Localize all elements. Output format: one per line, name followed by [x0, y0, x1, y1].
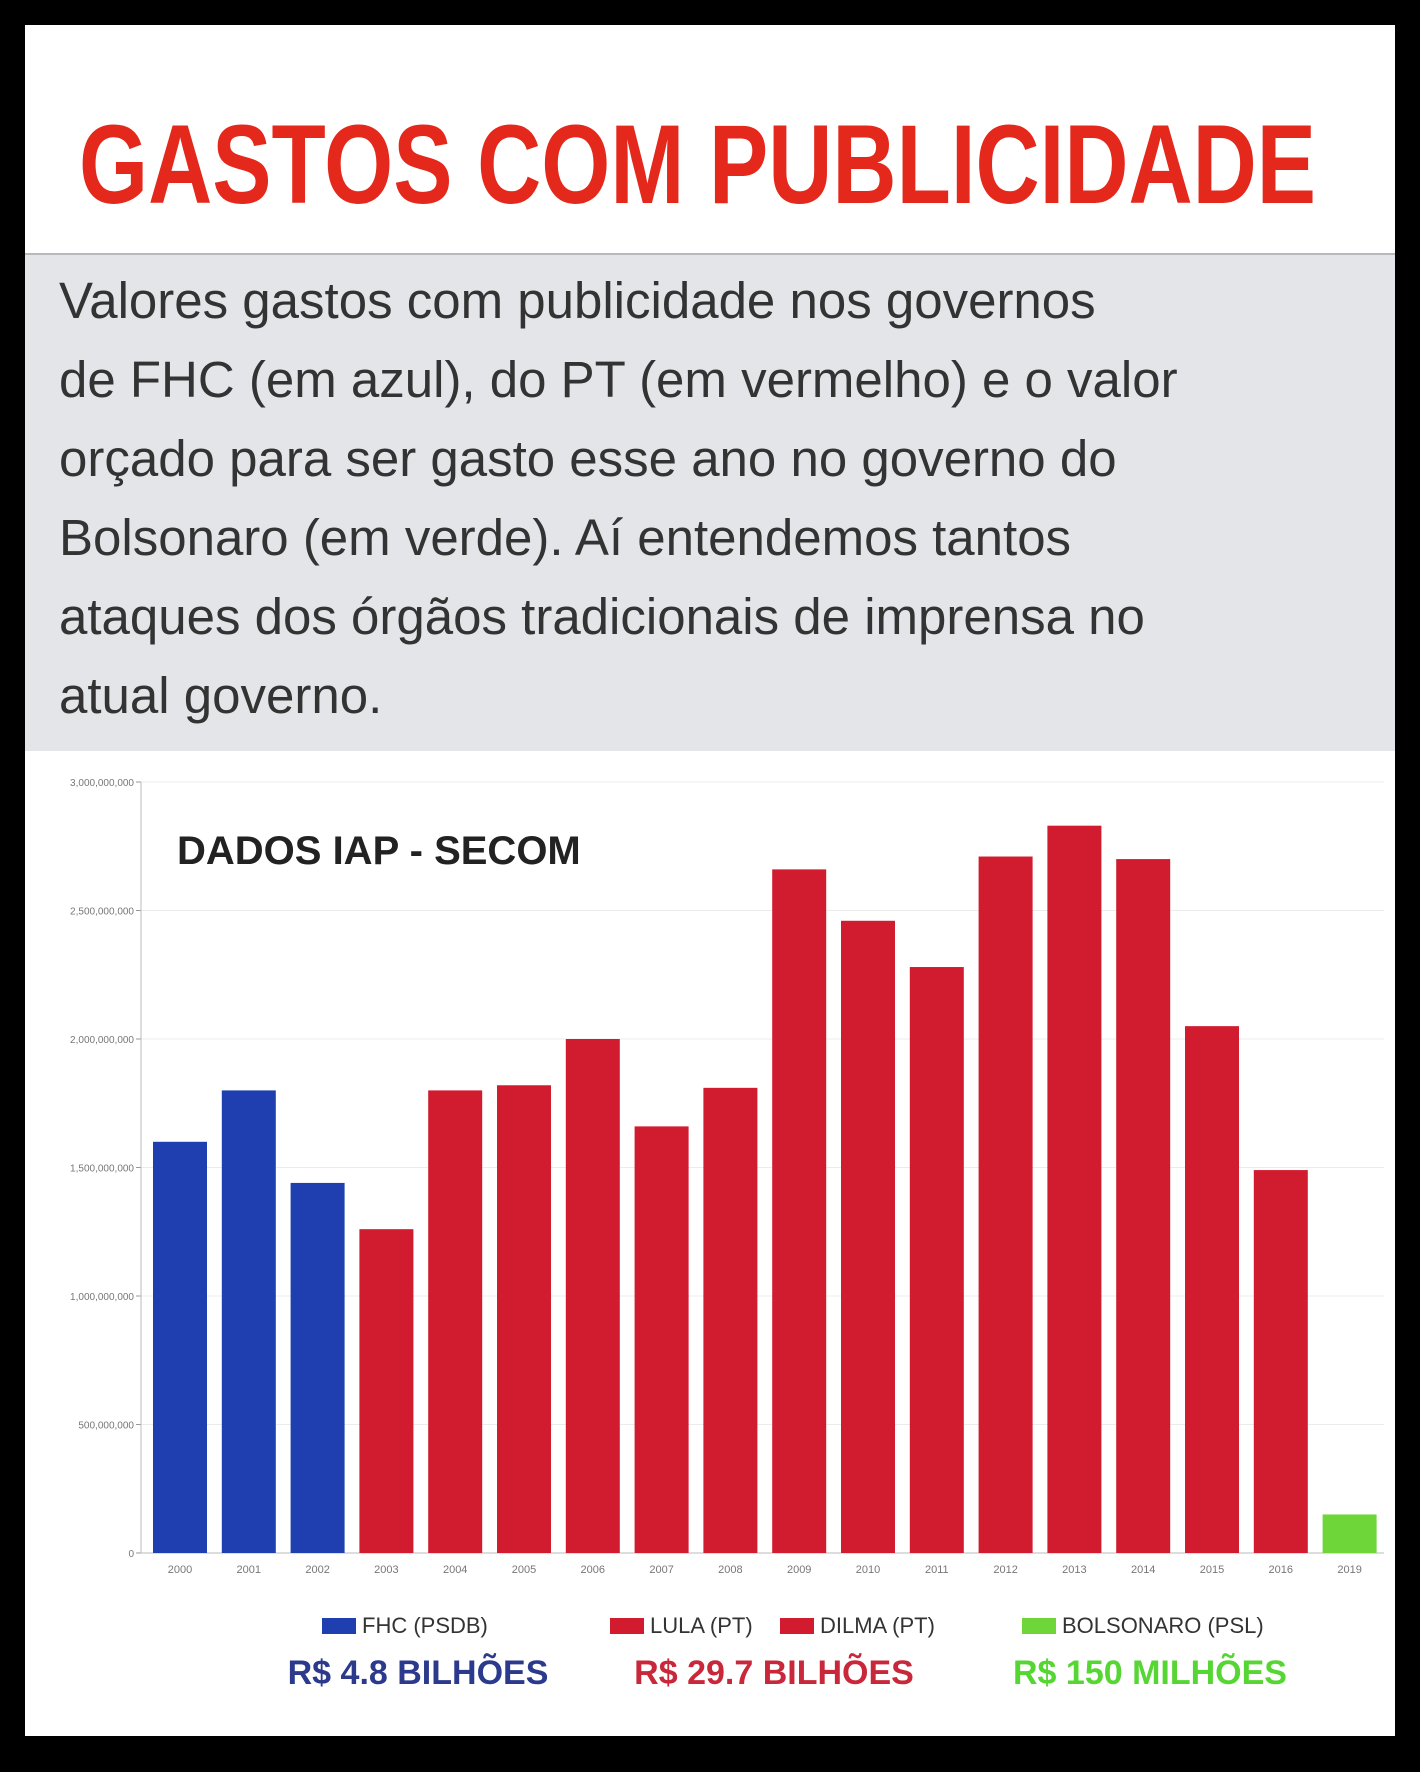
bar — [565, 1039, 620, 1553]
bar — [1116, 859, 1171, 1553]
total-label: R$ 150 MILHÕES — [1013, 1654, 1287, 1692]
post-text: Valores gastos com publicidade nos gover… — [59, 272, 1178, 724]
legend-label: DILMA (PT) — [820, 1613, 935, 1638]
post-line: ataques dos órgãos tradicionais de impre… — [59, 588, 1145, 645]
y-tick-label: 3,000,000,000 — [70, 778, 134, 789]
legend-swatch — [780, 1618, 814, 1634]
total-label: R$ 4.8 BILHÕES — [288, 1654, 549, 1692]
bar — [1185, 1026, 1239, 1553]
total-label: R$ 29.7 BILHÕES — [634, 1654, 914, 1692]
y-tick-label: 2,500,000,000 — [70, 907, 134, 918]
x-tick-label: 2015 — [1200, 1564, 1224, 1576]
bar — [1047, 825, 1102, 1553]
legend-swatch — [1022, 1618, 1056, 1634]
bar — [497, 1085, 551, 1553]
x-tick-label: 2007 — [649, 1564, 673, 1576]
x-tick-label: 2009 — [787, 1564, 811, 1576]
chart-title: DADOS IAP - SECOM — [177, 829, 581, 873]
bar — [428, 1090, 483, 1553]
legend-label: LULA (PT) — [650, 1613, 753, 1638]
x-tick-label: 2012 — [993, 1564, 1017, 1576]
x-tick-label: 2002 — [305, 1564, 329, 1576]
y-tick-label: 2,000,000,000 — [70, 1035, 134, 1046]
legend-label: FHC (PSDB) — [362, 1613, 488, 1638]
x-tick-label: 2016 — [1269, 1564, 1293, 1576]
y-tick-label: 500,000,000 — [78, 1421, 134, 1432]
post-line: orçado para ser gasto esse ano no govern… — [59, 430, 1117, 487]
x-tick-label: 2011 — [925, 1564, 949, 1576]
bar — [634, 1126, 689, 1553]
bar — [772, 869, 827, 1553]
bar — [703, 1087, 758, 1553]
x-tick-label: 2001 — [237, 1564, 261, 1576]
x-tick-label: 2010 — [856, 1564, 880, 1576]
x-tick-label: 2008 — [718, 1564, 742, 1576]
bar — [221, 1090, 276, 1553]
x-tick-label: 2019 — [1337, 1564, 1361, 1576]
bar — [290, 1182, 345, 1553]
bar — [1322, 1514, 1377, 1553]
x-tick-label: 2005 — [512, 1564, 536, 1576]
bar — [153, 1141, 207, 1553]
post-line: Valores gastos com publicidade nos gover… — [59, 272, 1096, 329]
post-box — [25, 254, 1395, 751]
post-line: de FHC (em azul), do PT (em vermelho) e … — [59, 351, 1178, 408]
x-tick-label: 2000 — [168, 1564, 192, 1576]
post-line: Bolsonaro (em verde). Aí entendemos tant… — [59, 509, 1071, 566]
bar — [909, 967, 964, 1553]
x-tick-label: 2006 — [581, 1564, 605, 1576]
bar — [841, 920, 895, 1553]
y-tick-label: 1,000,000,000 — [70, 1292, 134, 1303]
bar — [359, 1229, 414, 1553]
page-title: GASTOS COM PUBLICIDADE — [79, 102, 1316, 227]
x-tick-label: 2014 — [1131, 1564, 1155, 1576]
legend-label: BOLSONARO (PSL) — [1062, 1613, 1264, 1638]
y-tick-label: 1,500,000,000 — [70, 1164, 134, 1175]
y-tick-label: 0 — [128, 1549, 134, 1560]
bar — [1253, 1170, 1308, 1553]
x-tick-label: 2013 — [1062, 1564, 1086, 1576]
x-tick-label: 2004 — [443, 1564, 467, 1576]
legend-swatch — [322, 1618, 356, 1634]
legend-swatch — [610, 1618, 644, 1634]
x-tick-label: 2003 — [374, 1564, 398, 1576]
chart: 0 500,000,000 1,000,000,000 1,500,000,000 2,… — [70, 778, 1384, 1692]
bar — [978, 856, 1033, 1553]
post-line: atual governo. — [59, 667, 382, 724]
